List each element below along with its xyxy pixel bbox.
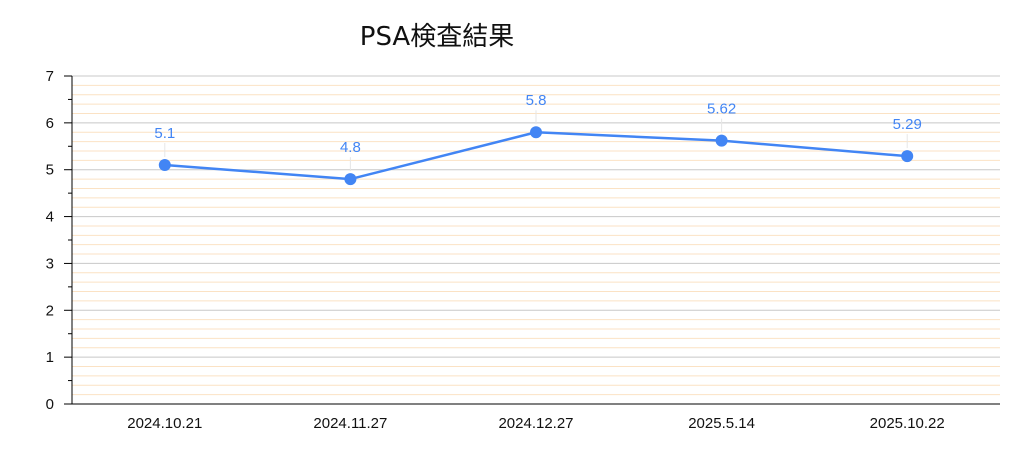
data-label: 5.8 — [526, 92, 547, 109]
data-label: 5.29 — [893, 116, 922, 133]
y-tick-label: 5 — [46, 162, 54, 179]
x-tick-label: 2024.12.27 — [498, 415, 573, 432]
data-point — [530, 126, 542, 139]
data-point — [715, 134, 728, 147]
data-label: 4.8 — [340, 139, 361, 156]
series-line — [164, 130, 908, 181]
y-tick-label: 4 — [46, 209, 54, 226]
y-tick-label: 2 — [46, 302, 54, 319]
y-axis-ticks: 0 1 2 3 4 5 6 7 — [46, 68, 72, 413]
x-tick-label: 2024.11.27 — [313, 415, 387, 432]
series-layer: 5.1 4.8 5.8 5.62 5.29 — [154, 92, 922, 186]
x-tick-label: 2025.10.22 — [870, 415, 945, 432]
chart-title: PSA検査結果 — [360, 22, 514, 52]
y-tick-label: 3 — [46, 255, 54, 272]
x-tick-label: 2025.5.14 — [688, 415, 755, 432]
y-tick-label: 1 — [46, 349, 54, 366]
data-label: 5.62 — [707, 101, 736, 118]
y-tick-label: 7 — [46, 68, 54, 85]
data-point — [901, 150, 914, 163]
y-tick-label: 0 — [46, 396, 54, 413]
x-tick-label: 2024.10.21 — [127, 415, 202, 432]
data-label: 5.1 — [154, 125, 175, 142]
data-point — [344, 173, 357, 186]
x-axis-ticks: 2024.10.21 2024.11.27 2024.12.27 2025.5.14 2… — [127, 415, 944, 432]
y-tick-label: 6 — [46, 115, 54, 132]
data-point — [158, 159, 171, 172]
axes — [71, 76, 1000, 405]
